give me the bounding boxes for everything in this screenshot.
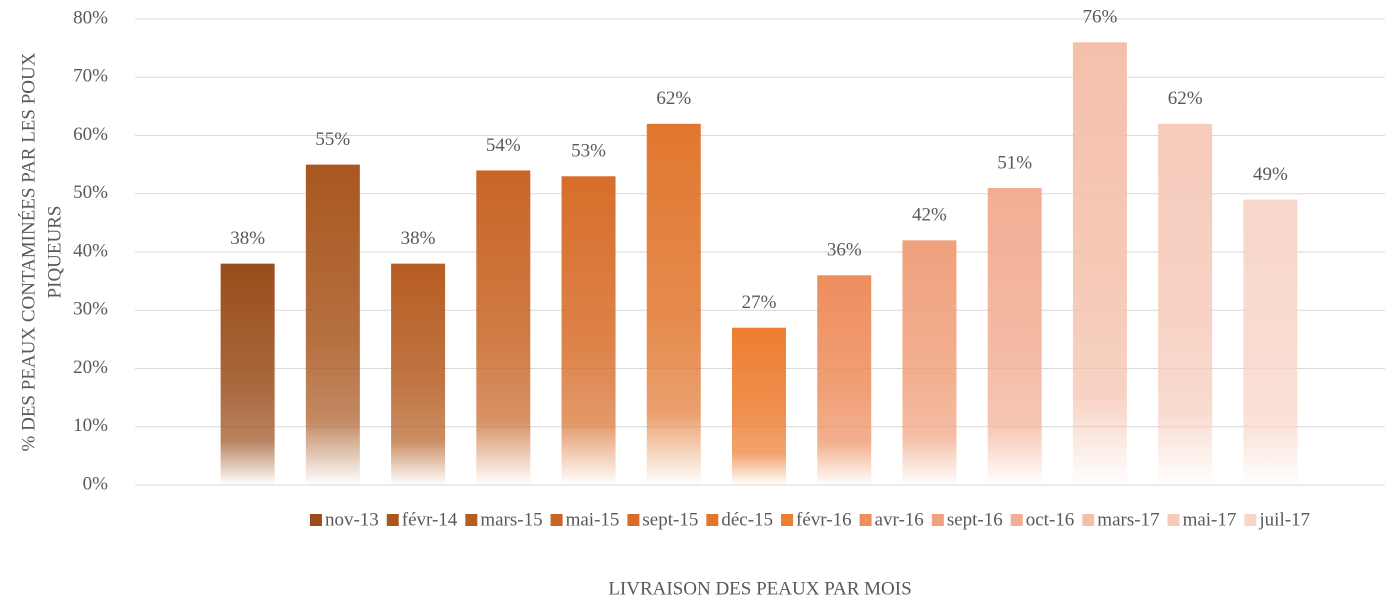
data-label: 49%	[1253, 164, 1288, 185]
bar	[646, 123, 701, 485]
legend-label: avr-16	[875, 509, 924, 530]
legend-label: sept-16	[947, 509, 1003, 530]
legend-swatch	[309, 514, 322, 526]
legend-label: mars-15	[480, 509, 542, 530]
legend-label: mai-17	[1183, 509, 1237, 530]
data-label: 55%	[315, 129, 350, 150]
y-tick-label: 20%	[73, 357, 108, 378]
legend-swatch	[931, 514, 944, 526]
data-label: 38%	[230, 228, 265, 249]
legend-label: mai-15	[566, 509, 620, 530]
y-axis-title: PIQUEURS	[44, 206, 65, 299]
bar	[220, 263, 275, 485]
y-tick-label: 50%	[73, 182, 108, 203]
data-label: 51%	[997, 152, 1032, 173]
y-axis-title: % DES PEAUX CONTAMINÉES PAR LES POUX	[17, 52, 39, 451]
bar	[1243, 199, 1298, 485]
bar	[1158, 123, 1213, 485]
data-label: 62%	[656, 88, 691, 109]
data-label: 36%	[827, 240, 862, 261]
legend-swatch	[1244, 514, 1257, 526]
legend-swatch	[550, 514, 563, 526]
data-label: 54%	[486, 135, 521, 156]
y-tick-label: 10%	[73, 415, 108, 436]
y-tick-label: 40%	[73, 240, 108, 261]
legend-swatch	[1010, 514, 1023, 526]
legend-swatch	[706, 514, 719, 526]
legend-swatch	[1082, 514, 1095, 526]
legend-label: juil-17	[1258, 509, 1310, 530]
data-label: 62%	[1168, 88, 1203, 109]
y-tick-label: 30%	[73, 299, 108, 320]
bar	[732, 327, 786, 485]
legend-swatch	[859, 514, 872, 526]
bar	[817, 275, 872, 485]
legend-swatch	[1167, 514, 1180, 526]
legend-swatch	[627, 514, 640, 526]
y-tick-label: 80%	[73, 7, 108, 28]
x-axis-title: LIVRAISON DES PEAUX PAR MOIS	[608, 578, 911, 599]
bar	[987, 187, 1042, 486]
data-label: 38%	[401, 228, 436, 249]
legend-swatch	[781, 514, 794, 526]
data-label: 42%	[912, 205, 947, 226]
legend-label: mars-17	[1097, 509, 1159, 530]
y-tick-label: 70%	[73, 66, 108, 87]
legend-label: févr-14	[402, 509, 458, 530]
legend-label: févr-16	[796, 509, 852, 530]
data-label: 27%	[742, 292, 777, 313]
legend-label: sept-15	[642, 509, 698, 530]
y-tick-label: 0%	[83, 473, 109, 494]
bar	[1072, 42, 1127, 486]
data-label: 53%	[571, 141, 606, 162]
bar	[561, 176, 616, 485]
data-label: 76%	[1083, 7, 1118, 28]
bar	[902, 240, 957, 485]
legend-label: oct-16	[1026, 509, 1075, 530]
bar	[476, 170, 531, 485]
legend-swatch	[465, 514, 478, 526]
legend-swatch	[386, 514, 399, 526]
legend-label: déc-15	[721, 509, 773, 530]
bar	[391, 263, 446, 485]
legend-label: nov-13	[325, 509, 379, 530]
bar	[305, 164, 360, 485]
y-tick-label: 60%	[73, 124, 108, 145]
